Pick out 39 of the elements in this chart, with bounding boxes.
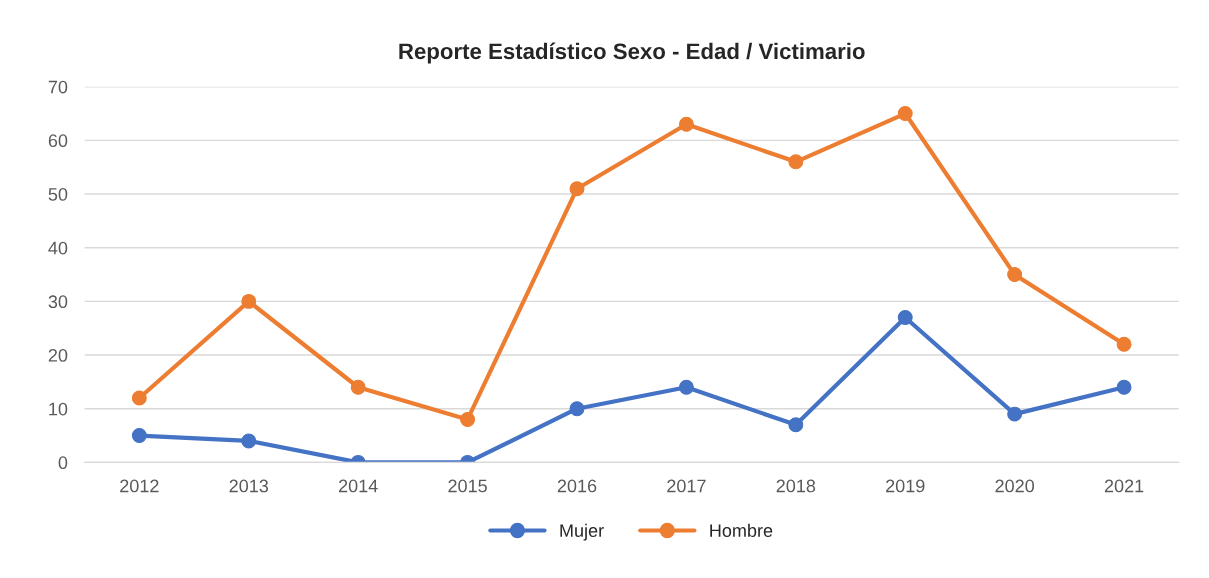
point [1116, 379, 1132, 395]
point [569, 401, 585, 417]
y-tick-label: 50 [48, 187, 68, 201]
point [569, 181, 585, 197]
y-tick-label: 20 [48, 348, 68, 362]
y-tick-label: 60 [48, 134, 68, 148]
y-tick-label: 0 [58, 456, 68, 470]
x-tick-label: 2015 [448, 479, 487, 493]
x-tick-label: 2021 [1104, 479, 1144, 493]
x-tick-label: 2012 [120, 479, 159, 493]
point [131, 390, 147, 406]
point [350, 379, 366, 395]
x-tick-label: 2016 [557, 479, 597, 493]
point [460, 412, 476, 427]
point [897, 106, 913, 121]
x-tick-label: 2020 [995, 479, 1035, 493]
x-tick-label: 2018 [776, 479, 816, 493]
point [131, 428, 147, 444]
point [241, 433, 257, 449]
point [241, 293, 257, 309]
point [678, 379, 694, 395]
y-tick-label: 10 [49, 402, 68, 416]
y-tick-label: 70 [48, 80, 68, 94]
point [897, 310, 913, 325]
y-tick-label: 40 [48, 241, 68, 255]
y-tick-label: 30 [48, 295, 68, 309]
x-tick-label: 2013 [229, 479, 269, 493]
point [788, 417, 804, 433]
x-tick-label: 2014 [338, 479, 378, 493]
chart-title: Reporte Estadístico Sexo - Edad / Victimario [399, 42, 865, 64]
point [1007, 267, 1023, 283]
legend-label: Mujer [560, 523, 604, 541]
x-tick-label: 2017 [667, 479, 706, 493]
legend-label: Hombre [710, 523, 773, 537]
point [1116, 336, 1132, 352]
point [1007, 406, 1023, 422]
x-tick-label: 2019 [886, 479, 925, 493]
point [788, 154, 804, 170]
point [678, 116, 694, 132]
